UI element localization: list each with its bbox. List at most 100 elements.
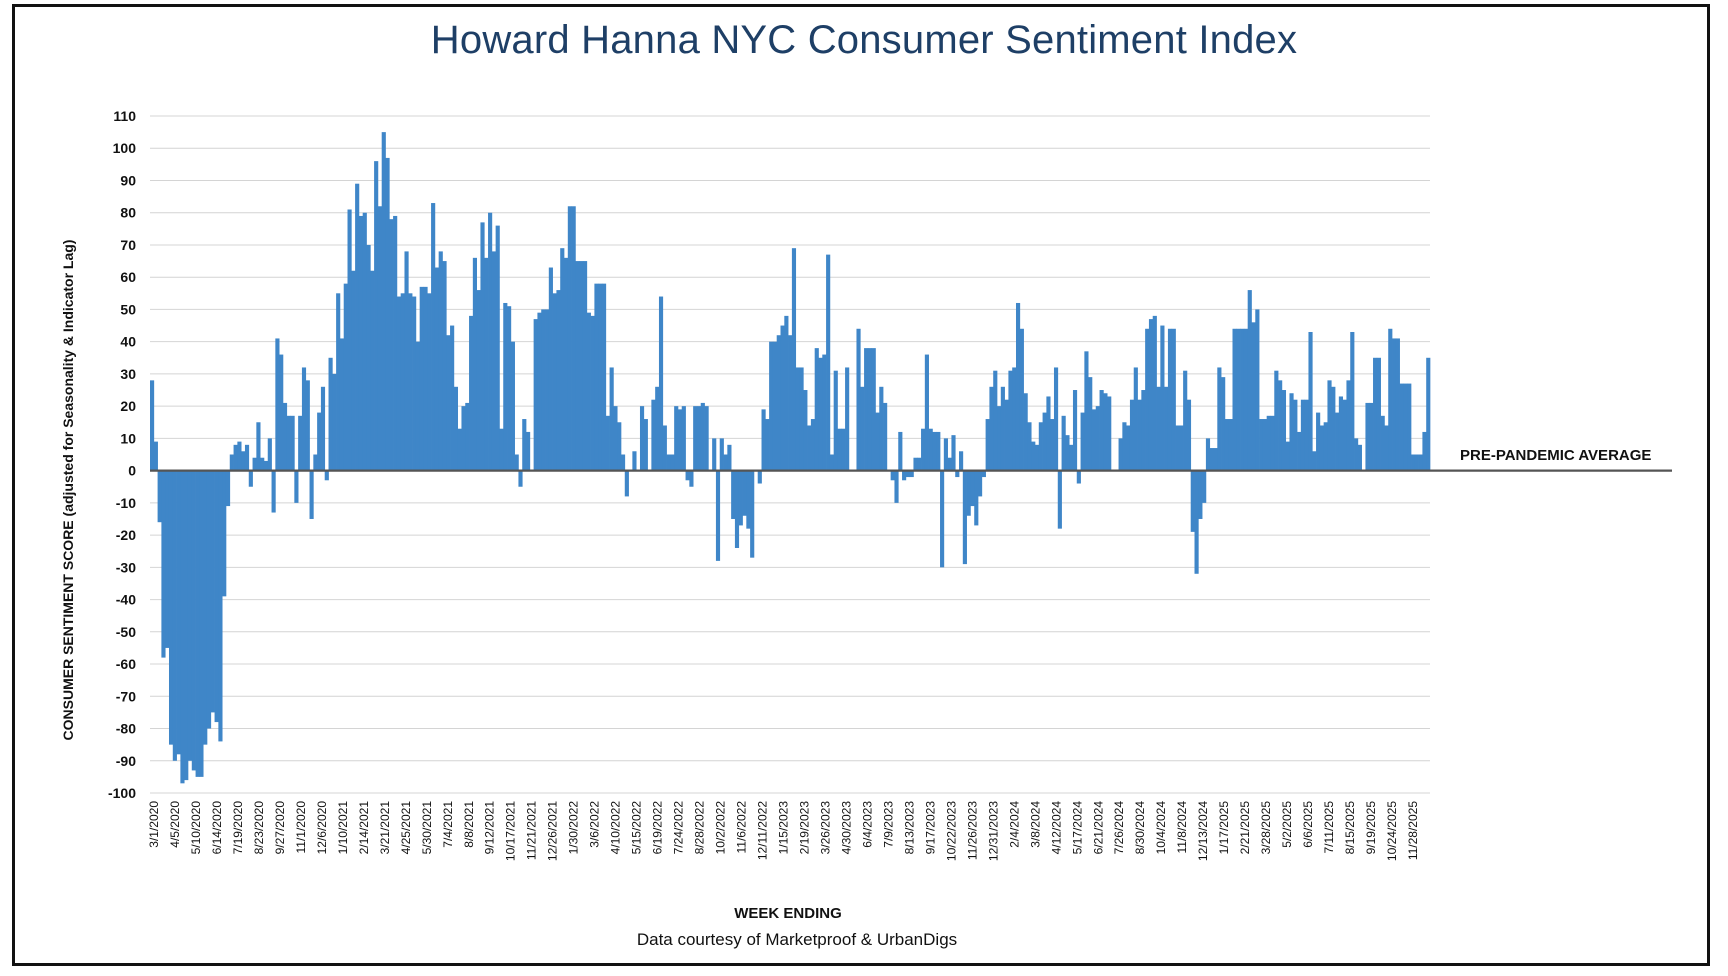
bar [480, 222, 485, 471]
bar [507, 306, 512, 471]
bar [1262, 419, 1268, 471]
bar [674, 406, 679, 471]
bar [427, 293, 432, 471]
x-tick-label: 4/30/2023 [839, 801, 853, 855]
bar [332, 373, 337, 471]
x-tick-label: 3/8/2024 [1028, 801, 1042, 848]
x-tick-label: 12/26/2021 [546, 801, 560, 861]
bar [457, 428, 462, 471]
bar [275, 338, 280, 471]
bar [438, 251, 443, 471]
bar [1072, 390, 1078, 471]
x-tick-label: 9/17/2023 [923, 801, 937, 855]
bar [1331, 386, 1336, 471]
bar [442, 261, 447, 471]
bar [1019, 328, 1024, 471]
bar [537, 312, 542, 471]
bar [1228, 419, 1233, 471]
bar [370, 270, 375, 471]
bar [890, 470, 895, 481]
y-tick-labels: 1101009080706050403020100-10-20-30-40-50… [108, 108, 136, 801]
bar [1213, 448, 1218, 471]
bar [248, 470, 253, 487]
bar [685, 470, 690, 481]
bar [1316, 412, 1321, 471]
bar [761, 409, 766, 471]
bar [150, 380, 155, 471]
bar [244, 444, 250, 471]
y-tick-label: -100 [108, 785, 136, 801]
bar [1057, 470, 1062, 529]
bar [1373, 357, 1378, 471]
bar [1270, 415, 1275, 471]
x-tick-label: 6/14/2020 [210, 801, 224, 855]
bar [233, 444, 238, 471]
y-tick-label: 50 [120, 301, 136, 317]
bar [894, 470, 899, 503]
bar [742, 470, 747, 516]
bar [1080, 412, 1085, 471]
bar [484, 257, 489, 471]
bar [864, 348, 869, 471]
bar [366, 244, 371, 471]
bar [651, 399, 656, 471]
bar [1236, 328, 1241, 471]
x-tick-label: 10/24/2025 [1385, 801, 1399, 861]
bar [1251, 322, 1256, 471]
bar [1000, 386, 1005, 471]
bar [1088, 377, 1093, 471]
bar [419, 286, 424, 471]
bar [1183, 370, 1188, 471]
bar [1042, 412, 1047, 471]
bar [837, 428, 842, 471]
bar [1300, 399, 1306, 471]
bar [1247, 290, 1252, 471]
bar [875, 412, 880, 471]
bar [772, 341, 778, 471]
bar [567, 206, 572, 471]
bar [1266, 415, 1271, 471]
bar [1376, 357, 1381, 471]
bar [947, 457, 952, 471]
bar [966, 470, 971, 516]
bar [237, 441, 242, 471]
bar [940, 470, 945, 568]
bar [757, 470, 762, 484]
bar [381, 132, 386, 471]
bar [1369, 402, 1374, 471]
bar [719, 438, 724, 471]
y-tick-label: -30 [116, 559, 136, 575]
bar [666, 454, 671, 471]
bar [776, 335, 781, 471]
bar [1137, 399, 1142, 471]
bar [1023, 393, 1028, 471]
bar [548, 267, 553, 471]
bar [415, 341, 421, 471]
bar [677, 409, 683, 471]
bar [1221, 377, 1226, 471]
x-tick-label: 6/6/2025 [1301, 801, 1315, 848]
bar [279, 354, 284, 471]
bar [867, 348, 873, 471]
x-tick-label: 1/15/2023 [777, 801, 791, 855]
bar [590, 315, 595, 471]
bar [913, 457, 918, 471]
pre-pandemic-average-label: PRE-PANDEMIC AVERAGE [1460, 447, 1652, 464]
bar [1289, 393, 1294, 471]
bar [491, 251, 496, 471]
x-axis-label: WEEK ENDING [734, 905, 842, 922]
bar [241, 451, 246, 471]
bar [1281, 390, 1287, 471]
bar [571, 206, 576, 471]
bar [1103, 393, 1108, 471]
bar [1148, 319, 1154, 471]
bar [560, 248, 565, 471]
y-tick-label: 110 [113, 108, 136, 124]
bar [959, 451, 964, 471]
y-tick-label: 70 [120, 237, 136, 253]
bar [526, 431, 531, 471]
bar [1015, 302, 1021, 471]
x-tick-label: 11/6/2022 [735, 801, 749, 854]
x-tick-label: 4/10/2022 [609, 801, 623, 855]
bar [187, 470, 193, 761]
